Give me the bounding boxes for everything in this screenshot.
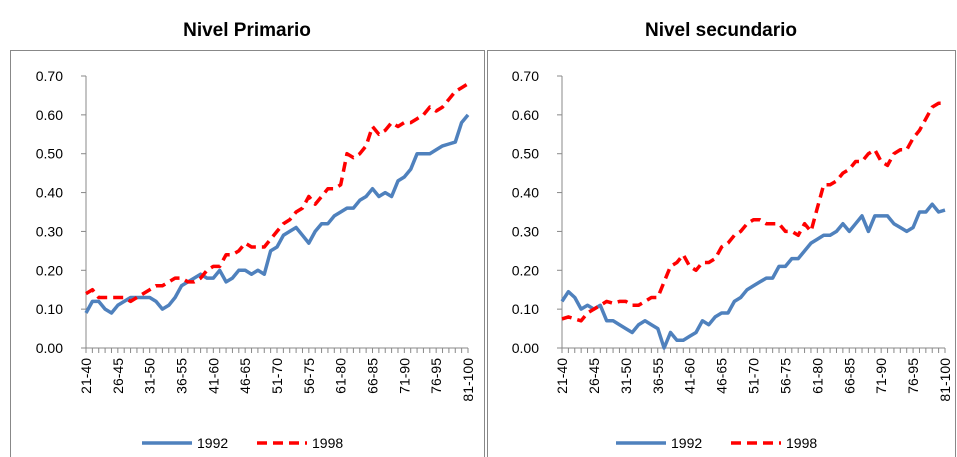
x-tick-label: 46-65 [237, 358, 253, 394]
x-tick-label: 81-100 [460, 358, 476, 402]
y-tick-label: 0.20 [512, 262, 539, 278]
x-tick-label: 36-55 [650, 358, 666, 394]
data-line [560, 202, 946, 350]
legend-label: 1992 [671, 435, 702, 451]
x-tick-label: 81-100 [937, 358, 953, 402]
x-tick-label: 61-80 [809, 358, 825, 394]
y-tick-label: 0.40 [36, 185, 63, 201]
x-tick-label: 56-75 [301, 358, 317, 394]
y-tick-label: 0.70 [512, 68, 539, 84]
x-tick-label: 71-90 [396, 358, 412, 394]
x-tick-label: 36-55 [174, 358, 190, 394]
legend-label: 1992 [197, 435, 228, 451]
x-tick-label: 71-90 [873, 358, 889, 394]
y-tick-label: 0.50 [512, 146, 539, 162]
x-tick-label: 66-85 [365, 358, 381, 394]
data-line [84, 113, 470, 315]
y-tick-label: 0.00 [512, 340, 539, 356]
x-tick-label: 76-95 [905, 358, 921, 394]
x-tick-label: 51-70 [746, 358, 762, 394]
y-tick-label: 0.60 [36, 107, 63, 123]
x-tick-label: 76-95 [428, 358, 444, 394]
y-tick-label: 0.50 [36, 146, 63, 162]
x-tick-label: 21-40 [78, 358, 94, 394]
x-tick-label: 26-45 [586, 358, 602, 394]
x-tick-label: 26-45 [110, 358, 126, 394]
data-line [561, 101, 945, 323]
x-tick-label: 61-80 [333, 358, 349, 394]
y-tick-label: 0.10 [36, 301, 63, 317]
legend-label: 1998 [786, 435, 817, 451]
legend-label: 1998 [312, 435, 343, 451]
x-tick-label: 41-60 [682, 358, 698, 394]
x-tick-label: 31-50 [618, 358, 634, 394]
y-tick-label: 0.40 [512, 185, 539, 201]
data-line [85, 82, 469, 304]
panel-frame [10, 50, 485, 457]
chart-title: Nivel Primario [183, 20, 311, 41]
x-tick-label: 46-65 [714, 358, 730, 394]
chart-title: Nivel secundario [645, 20, 797, 41]
panel-frame [487, 50, 956, 457]
x-tick-label: 31-50 [142, 358, 158, 394]
x-tick-label: 51-70 [269, 358, 285, 394]
y-tick-label: 0.30 [36, 223, 63, 239]
x-tick-label: 41-60 [205, 358, 221, 394]
x-tick-label: 66-85 [841, 358, 857, 394]
y-tick-label: 0.60 [512, 107, 539, 123]
y-tick-label: 0.10 [512, 301, 539, 317]
x-tick-label: 56-75 [777, 358, 793, 394]
y-tick-label: 0.30 [512, 223, 539, 239]
y-tick-label: 0.20 [36, 262, 63, 278]
x-tick-label: 21-40 [554, 358, 570, 394]
y-tick-label: 0.70 [36, 68, 63, 84]
y-tick-label: 0.00 [36, 340, 63, 356]
